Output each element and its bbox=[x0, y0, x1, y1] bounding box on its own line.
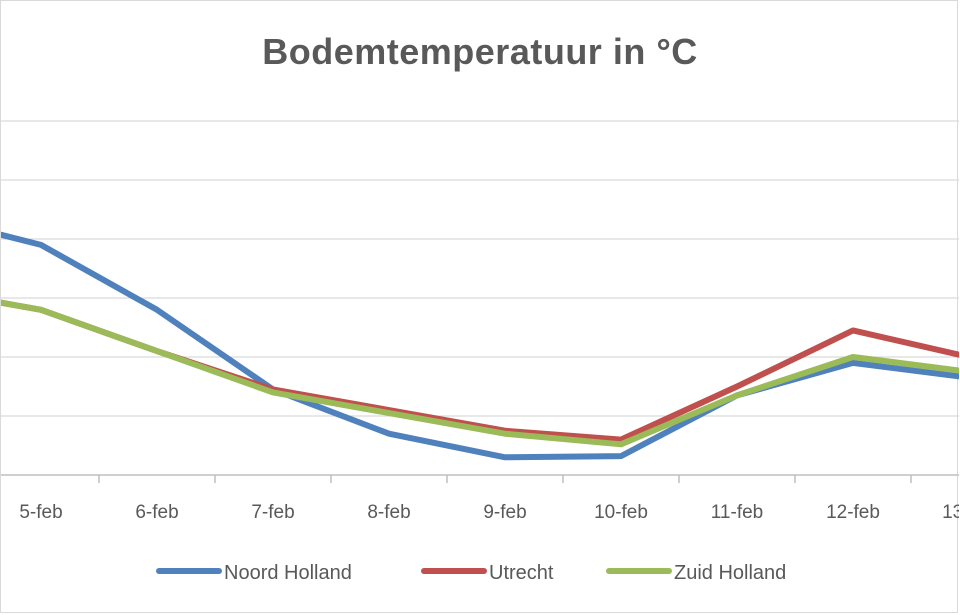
x-tick-label: 11-feb bbox=[711, 502, 763, 523]
x-tick-label: 12-feb bbox=[826, 502, 880, 523]
x-tick-label: 10-feb bbox=[594, 502, 648, 523]
legend-label: Utrecht bbox=[489, 562, 554, 584]
x-tick-label: 9-feb bbox=[483, 502, 526, 523]
x-tick-label: 13-feb bbox=[942, 502, 959, 523]
chart-title: Bodemtemperatuur in °C bbox=[262, 31, 698, 72]
x-tick-label: 5-feb bbox=[19, 502, 62, 523]
series-line-noord-holland bbox=[1, 231, 959, 461]
legend-label: Noord Holland bbox=[224, 562, 352, 584]
x-tick-label: 7-feb bbox=[251, 502, 294, 523]
x-tick-label: 8-feb bbox=[367, 502, 410, 523]
series-line-zuid-holland bbox=[1, 299, 959, 448]
x-tick-label: 6-feb bbox=[135, 502, 178, 523]
series-line-utrecht bbox=[1, 299, 959, 443]
legend-label: Zuid Holland bbox=[674, 562, 786, 584]
